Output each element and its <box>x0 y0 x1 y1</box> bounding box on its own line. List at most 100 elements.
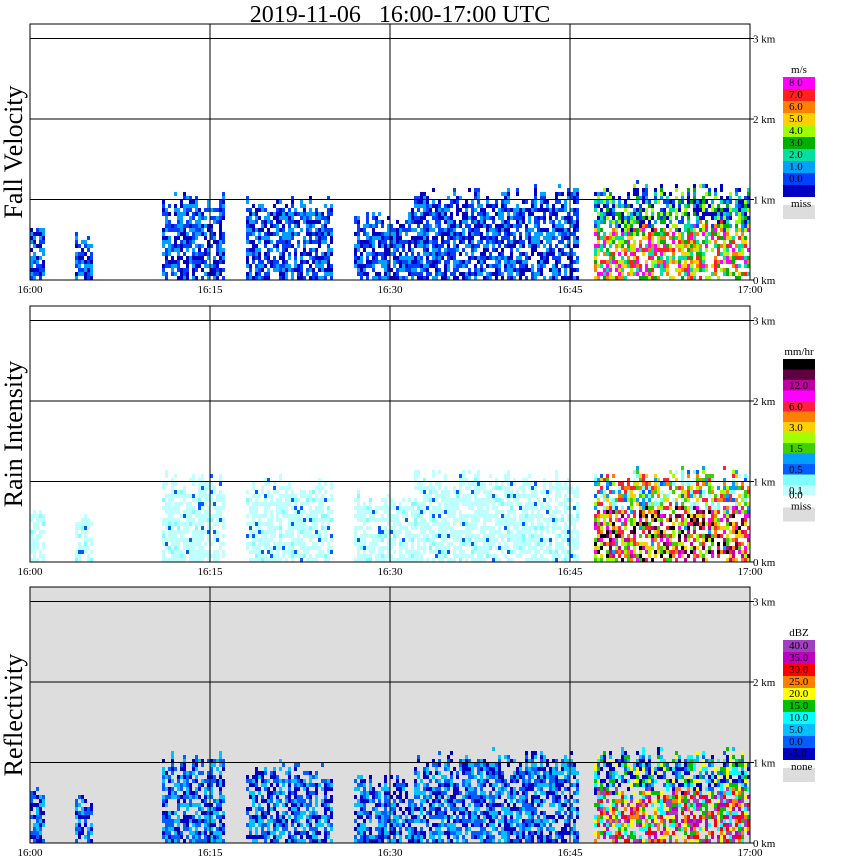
heatmap-cell <box>402 256 405 260</box>
heatmap-cell <box>375 276 378 280</box>
heatmap-cell <box>462 260 465 264</box>
heatmap-cell <box>708 212 711 216</box>
heatmap-cell <box>357 526 360 530</box>
heatmap-cell <box>606 200 609 204</box>
heatmap-cell <box>198 542 201 546</box>
heatmap-cell <box>303 248 306 252</box>
heatmap-cell <box>309 256 312 260</box>
heatmap-cell <box>687 506 690 510</box>
heatmap-cell <box>312 232 315 236</box>
heatmap-cell <box>696 490 699 494</box>
heatmap-cell <box>216 248 219 252</box>
heatmap-cell <box>264 498 267 502</box>
heatmap-cell <box>546 208 549 212</box>
heatmap-cell <box>540 530 543 534</box>
heatmap-cell <box>357 264 360 268</box>
heatmap-cell <box>42 518 45 522</box>
heatmap-cell <box>261 550 264 554</box>
heatmap-cell <box>171 542 174 546</box>
heatmap-cell <box>285 494 288 498</box>
heatmap-cell <box>375 542 378 546</box>
heatmap-cell <box>222 200 225 204</box>
heatmap-cell <box>717 204 720 208</box>
heatmap-cell <box>402 546 405 550</box>
heatmap-cell <box>393 272 396 276</box>
heatmap-cell <box>459 240 462 244</box>
heatmap-cell <box>222 276 225 280</box>
heatmap-cell <box>198 530 201 534</box>
heatmap-cell <box>399 502 402 506</box>
heatmap-cell <box>390 554 393 558</box>
heatmap-cell <box>198 260 201 264</box>
heatmap-cell <box>501 546 504 550</box>
heatmap-cell <box>195 558 198 562</box>
heatmap-cell <box>495 256 498 260</box>
heatmap-cell <box>747 200 750 204</box>
heatmap-cell <box>183 208 186 212</box>
heatmap-cell <box>507 474 510 478</box>
heatmap-cell <box>81 272 84 276</box>
heatmap-cell <box>603 268 606 272</box>
heatmap-cell <box>498 542 501 546</box>
heatmap-cell <box>609 196 612 200</box>
heatmap-cell <box>663 240 666 244</box>
heatmap-cell <box>423 478 426 482</box>
heatmap-cell <box>429 208 432 212</box>
heatmap-cell <box>525 522 528 526</box>
heatmap-cell <box>186 256 189 260</box>
heatmap-cell <box>717 212 720 216</box>
heatmap-cell <box>540 256 543 260</box>
heatmap-cell <box>705 244 708 248</box>
heatmap-cell <box>648 232 651 236</box>
heatmap-cell <box>81 260 84 264</box>
heatmap-cell <box>258 558 261 562</box>
heatmap-cell <box>312 248 315 252</box>
heatmap-cell <box>177 212 180 216</box>
heatmap-cell <box>201 494 204 498</box>
heatmap-cell <box>603 188 606 192</box>
heatmap-cell <box>183 558 186 562</box>
heatmap-cell <box>684 252 687 256</box>
heatmap-cell <box>684 510 687 514</box>
heatmap-cell <box>33 538 36 542</box>
heatmap-cell <box>408 534 411 538</box>
heatmap-cell <box>543 542 546 546</box>
heatmap-cell <box>465 502 468 506</box>
heatmap-cell <box>543 478 546 482</box>
heatmap-cell <box>282 240 285 244</box>
heatmap-cell <box>708 240 711 244</box>
heatmap-cell <box>483 220 486 224</box>
heatmap-cell <box>459 558 462 562</box>
heatmap-cell <box>669 216 672 220</box>
heatmap-cell <box>255 248 258 252</box>
heatmap-cell <box>522 478 525 482</box>
heatmap-cell <box>312 272 315 276</box>
heatmap-cell <box>180 248 183 252</box>
heatmap-cell <box>507 534 510 538</box>
heatmap-cell <box>381 264 384 268</box>
heatmap-cell <box>207 252 210 256</box>
heatmap-cell <box>558 526 561 530</box>
heatmap-cell <box>441 272 444 276</box>
heatmap-cell <box>642 252 645 256</box>
heatmap-cell <box>498 232 501 236</box>
heatmap-cell <box>639 510 642 514</box>
heatmap-cell <box>648 534 651 538</box>
heatmap-cell <box>684 538 687 542</box>
heatmap-cell <box>684 498 687 502</box>
heatmap-cell <box>210 490 213 494</box>
heatmap-cell <box>309 268 312 272</box>
heatmap-cell <box>630 224 633 228</box>
heatmap-cell <box>174 554 177 558</box>
heatmap-cell <box>261 530 264 534</box>
heatmap-cell <box>429 550 432 554</box>
heatmap-cell <box>645 498 648 502</box>
heatmap-cell <box>453 248 456 252</box>
heatmap-cell <box>681 220 684 224</box>
heatmap-cell <box>180 256 183 260</box>
heatmap-cell <box>453 244 456 248</box>
heatmap-cell <box>360 554 363 558</box>
heatmap-cell <box>252 212 255 216</box>
heatmap-cell <box>720 220 723 224</box>
heatmap-cell <box>669 538 672 542</box>
